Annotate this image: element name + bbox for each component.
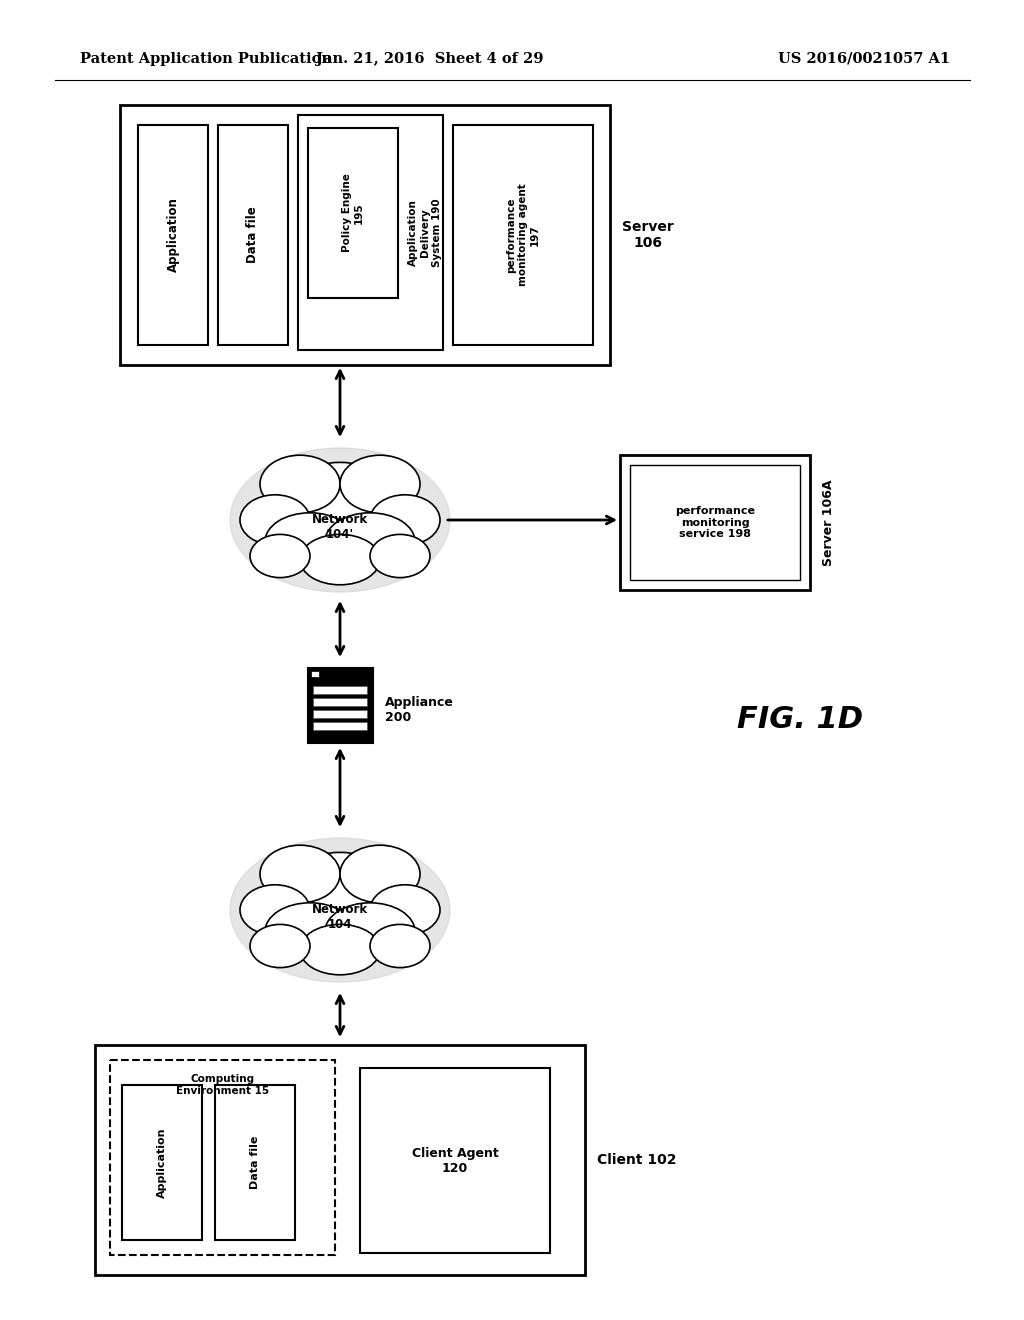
Ellipse shape bbox=[250, 535, 310, 578]
Ellipse shape bbox=[240, 495, 310, 545]
Text: Network
104: Network 104 bbox=[312, 903, 368, 931]
Ellipse shape bbox=[340, 845, 420, 903]
Bar bbox=[122, 1085, 202, 1239]
Text: Data file: Data file bbox=[250, 1135, 260, 1189]
Ellipse shape bbox=[340, 455, 420, 512]
Ellipse shape bbox=[260, 845, 340, 903]
Ellipse shape bbox=[370, 924, 430, 968]
Bar bbox=[313, 698, 367, 706]
Text: Data file: Data file bbox=[247, 207, 259, 264]
Text: Jan. 21, 2016  Sheet 4 of 29: Jan. 21, 2016 Sheet 4 of 29 bbox=[316, 51, 544, 66]
Bar bbox=[307, 668, 373, 742]
Text: performance
monitoring agent
197: performance monitoring agent 197 bbox=[507, 183, 540, 286]
Text: Application
Delivery
System 190: Application Delivery System 190 bbox=[409, 198, 441, 267]
Bar bbox=[313, 686, 367, 694]
Text: Application: Application bbox=[157, 1127, 167, 1197]
Ellipse shape bbox=[370, 884, 440, 935]
Ellipse shape bbox=[285, 853, 395, 924]
Bar bbox=[313, 710, 367, 718]
Bar bbox=[360, 1068, 550, 1253]
Text: Patent Application Publication: Patent Application Publication bbox=[80, 51, 332, 66]
Text: US 2016/0021057 A1: US 2016/0021057 A1 bbox=[778, 51, 950, 66]
Text: Application: Application bbox=[167, 198, 179, 272]
Ellipse shape bbox=[250, 924, 310, 968]
Bar bbox=[313, 722, 367, 730]
Ellipse shape bbox=[230, 447, 450, 591]
Bar bbox=[95, 1045, 585, 1275]
Ellipse shape bbox=[285, 462, 395, 535]
Bar bbox=[620, 455, 810, 590]
Text: Client Agent
120: Client Agent 120 bbox=[412, 1147, 499, 1175]
Bar bbox=[453, 125, 593, 345]
Bar bbox=[298, 115, 443, 350]
Bar bbox=[310, 672, 318, 677]
Bar bbox=[120, 106, 610, 366]
Ellipse shape bbox=[265, 512, 355, 570]
Text: Server
106: Server 106 bbox=[622, 220, 674, 249]
Bar bbox=[630, 465, 800, 579]
Text: Computing
Environment 15: Computing Environment 15 bbox=[176, 1074, 269, 1096]
Text: Policy Engine
195: Policy Engine 195 bbox=[342, 173, 364, 252]
Text: FIG. 1D: FIG. 1D bbox=[737, 705, 863, 734]
Bar bbox=[138, 125, 208, 345]
Ellipse shape bbox=[300, 535, 380, 585]
Text: Client 102: Client 102 bbox=[597, 1152, 677, 1167]
Bar bbox=[218, 125, 288, 345]
Text: Appliance
200: Appliance 200 bbox=[384, 696, 454, 723]
Ellipse shape bbox=[325, 512, 415, 570]
Ellipse shape bbox=[300, 924, 380, 974]
Ellipse shape bbox=[325, 903, 415, 961]
Bar bbox=[110, 1060, 335, 1255]
Ellipse shape bbox=[370, 495, 440, 545]
Text: Server 106A: Server 106A bbox=[822, 479, 835, 566]
Ellipse shape bbox=[260, 455, 340, 512]
Ellipse shape bbox=[370, 535, 430, 578]
Ellipse shape bbox=[265, 903, 355, 961]
Text: performance
monitoring
service 198: performance monitoring service 198 bbox=[675, 506, 755, 539]
Text: Network
104': Network 104' bbox=[312, 513, 368, 541]
Ellipse shape bbox=[240, 884, 310, 935]
Ellipse shape bbox=[230, 838, 450, 982]
Bar bbox=[308, 128, 398, 298]
Bar bbox=[215, 1085, 295, 1239]
